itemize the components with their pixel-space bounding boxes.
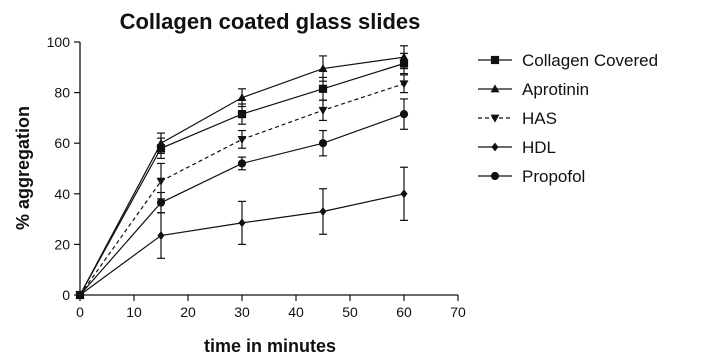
x-tick-label: 60	[396, 304, 412, 320]
data-point-has	[399, 80, 409, 89]
data-point-hdl	[238, 218, 246, 228]
legend-label: HAS	[522, 109, 557, 128]
legend-item-has: HAS	[478, 109, 557, 128]
data-point-has	[156, 177, 166, 186]
legend-item-hdl: HDL	[478, 138, 556, 157]
x-tick-label: 30	[234, 304, 250, 320]
data-point-collagen-covered	[318, 84, 328, 93]
x-tick-label: 70	[450, 304, 466, 320]
data-point-propofol	[318, 139, 328, 148]
x-tick-label: 40	[288, 304, 304, 320]
data-point-aprotinin	[156, 138, 166, 147]
legend-item-aprotinin: Aprotinin	[478, 80, 589, 99]
legend-marker	[490, 171, 500, 181]
data-point-propofol	[75, 290, 85, 300]
legend-item-collagen-covered: Collagen Covered	[478, 51, 658, 70]
y-tick-label: 80	[54, 85, 70, 101]
legend-item-propofol: Propofol	[478, 167, 585, 186]
x-tick-label: 50	[342, 304, 358, 320]
legend-marker	[490, 114, 500, 123]
data-point-propofol	[399, 110, 409, 119]
x-tick-label: 20	[180, 304, 196, 320]
legend-marker	[490, 55, 500, 65]
y-axis-label: % aggregation	[13, 106, 33, 230]
y-tick-label: 60	[54, 135, 70, 151]
legend-label: Collagen Covered	[522, 51, 658, 70]
series-hdl	[76, 166, 408, 300]
y-tick-label: 100	[47, 34, 71, 50]
legend-marker	[491, 142, 499, 152]
legend-label: Aprotinin	[522, 80, 589, 99]
data-point-hdl	[400, 189, 408, 199]
y-tick-label: 40	[54, 186, 70, 202]
series-line-has	[79, 83, 405, 296]
data-point-has	[318, 106, 328, 115]
legend: Collagen Covered Aprotinin HAS HDL Propofol	[478, 51, 658, 186]
data-point-hdl	[319, 207, 327, 216]
plot-area: 0 20 40 60 80 100 0 10 20 30 40 50 60 70	[47, 34, 466, 320]
chart-title: Collagen coated glass slides	[120, 9, 421, 34]
data-point-aprotinin	[318, 63, 328, 72]
data-point-aprotinin	[237, 93, 247, 102]
data-point-propofol	[156, 198, 166, 207]
legend-label: Propofol	[522, 167, 585, 186]
series-propofol	[75, 98, 409, 300]
x-tick-label: 0	[76, 304, 84, 320]
data-point-propofol	[237, 159, 247, 168]
x-axis-label: time in minutes	[204, 336, 336, 356]
series-aprotinin	[75, 45, 409, 299]
data-point-collagen-covered	[237, 110, 247, 119]
data-point-hdl	[157, 231, 165, 240]
y-tick-label: 0	[62, 287, 70, 303]
y-tick-label: 20	[54, 236, 70, 252]
legend-label: HDL	[522, 138, 556, 157]
legend-marker	[490, 84, 500, 93]
data-point-aprotinin	[399, 52, 409, 61]
data-point-has	[237, 136, 247, 145]
x-tick-label: 10	[126, 304, 142, 320]
